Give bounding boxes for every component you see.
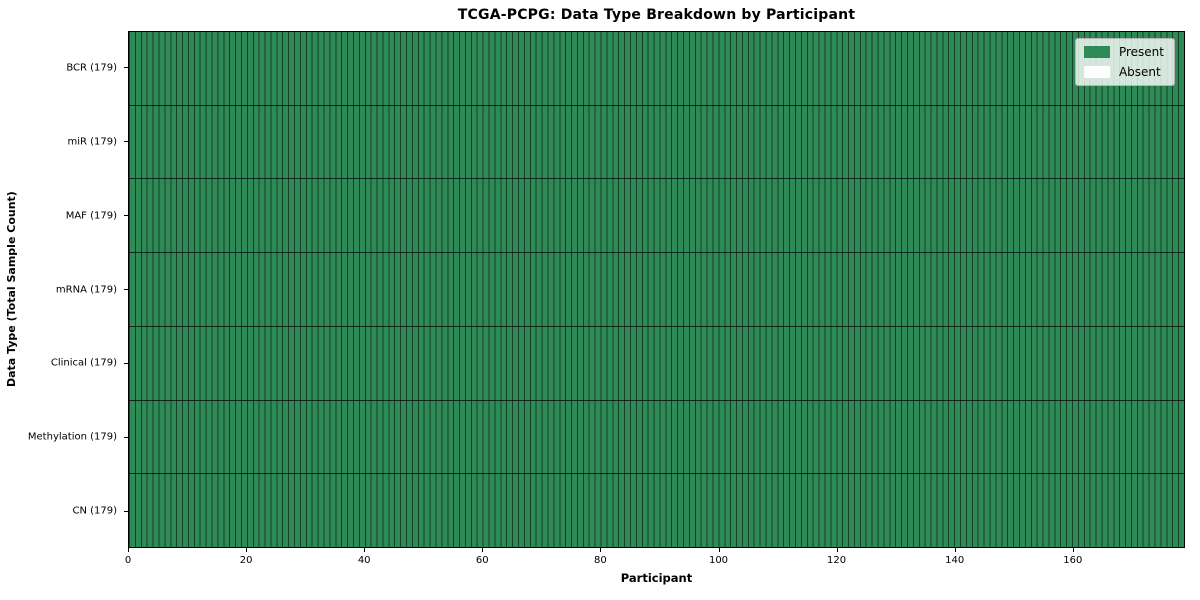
- y-tick-mark: [124, 436, 128, 438]
- x-tick-label: 20: [239, 555, 253, 566]
- x-tick-mark: [246, 548, 248, 552]
- chart-title: TCGA-PCPG: Data Type Breakdown by Partic…: [457, 7, 856, 23]
- y-tick-label-clinical: Clinical (179): [50, 357, 117, 369]
- heatmap-row-bcr: [129, 32, 1184, 106]
- heatmap-row-maf: [129, 179, 1184, 254]
- legend: Present Absent: [1074, 38, 1175, 86]
- x-tick-mark: [1072, 548, 1074, 552]
- x-tick-label: 40: [357, 555, 371, 566]
- x-tick-label: 100: [708, 555, 729, 566]
- x-tick-mark: [954, 548, 956, 552]
- y-tick-mark: [124, 362, 128, 364]
- legend-item-present: Present: [1083, 45, 1164, 59]
- y-tick-label-bcr: BCR (179): [66, 62, 117, 74]
- x-tick-mark: [482, 548, 484, 552]
- x-tick-label: 140: [945, 555, 965, 566]
- x-tick-label: 0: [124, 555, 132, 566]
- heatmap-row-methylation: [129, 400, 1184, 475]
- x-tick-label: 80: [594, 555, 607, 566]
- heatmap-row-clinical: [129, 326, 1184, 401]
- heatmap-row-mrna: [129, 253, 1184, 327]
- y-tick-label-cn: CN (179): [72, 505, 117, 517]
- x-axis-ticks: 0 20 40 60 80 100 120 140 160: [124, 548, 1185, 582]
- heatmap-row-mir: [129, 105, 1184, 180]
- x-tick-mark: [718, 548, 720, 552]
- y-axis-ticks: BCR (179) miR (179) MAF (179) mRNA (179) Cli…: [0, 31, 128, 548]
- x-tick-label: 120: [827, 555, 847, 566]
- y-tick-mark: [124, 289, 128, 290]
- legend-swatch-present: [1083, 46, 1110, 58]
- x-tick-label: 60: [475, 555, 489, 566]
- x-tick-mark: [836, 548, 838, 552]
- legend-item-absent: Absent: [1083, 65, 1164, 79]
- y-tick-mark: [124, 215, 128, 217]
- y-tick-label-mrna: mRNA (179): [55, 284, 117, 295]
- x-tick-mark: [364, 548, 366, 552]
- y-tick-label-methylation: Methylation (179): [27, 431, 117, 443]
- y-tick-label-maf: MAF (179): [65, 210, 117, 222]
- y-tick-mark: [124, 67, 128, 69]
- y-tick-mark: [124, 510, 128, 512]
- x-tick-label: 160: [1063, 555, 1083, 566]
- x-tick-mark: [600, 548, 602, 552]
- heatmap-rows: [129, 32, 1184, 548]
- legend-swatch-absent: [1083, 66, 1110, 78]
- legend-label-absent: Absent: [1118, 65, 1161, 79]
- legend-label-present: Present: [1118, 45, 1164, 59]
- x-tick-mark: [128, 548, 129, 552]
- heatmap-row-cn: [129, 474, 1184, 548]
- y-tick-label-mir: miR (179): [67, 136, 117, 148]
- y-tick-mark: [124, 141, 128, 143]
- plot-area: Present Absent: [128, 31, 1185, 548]
- x-axis-label: Participant: [620, 571, 693, 585]
